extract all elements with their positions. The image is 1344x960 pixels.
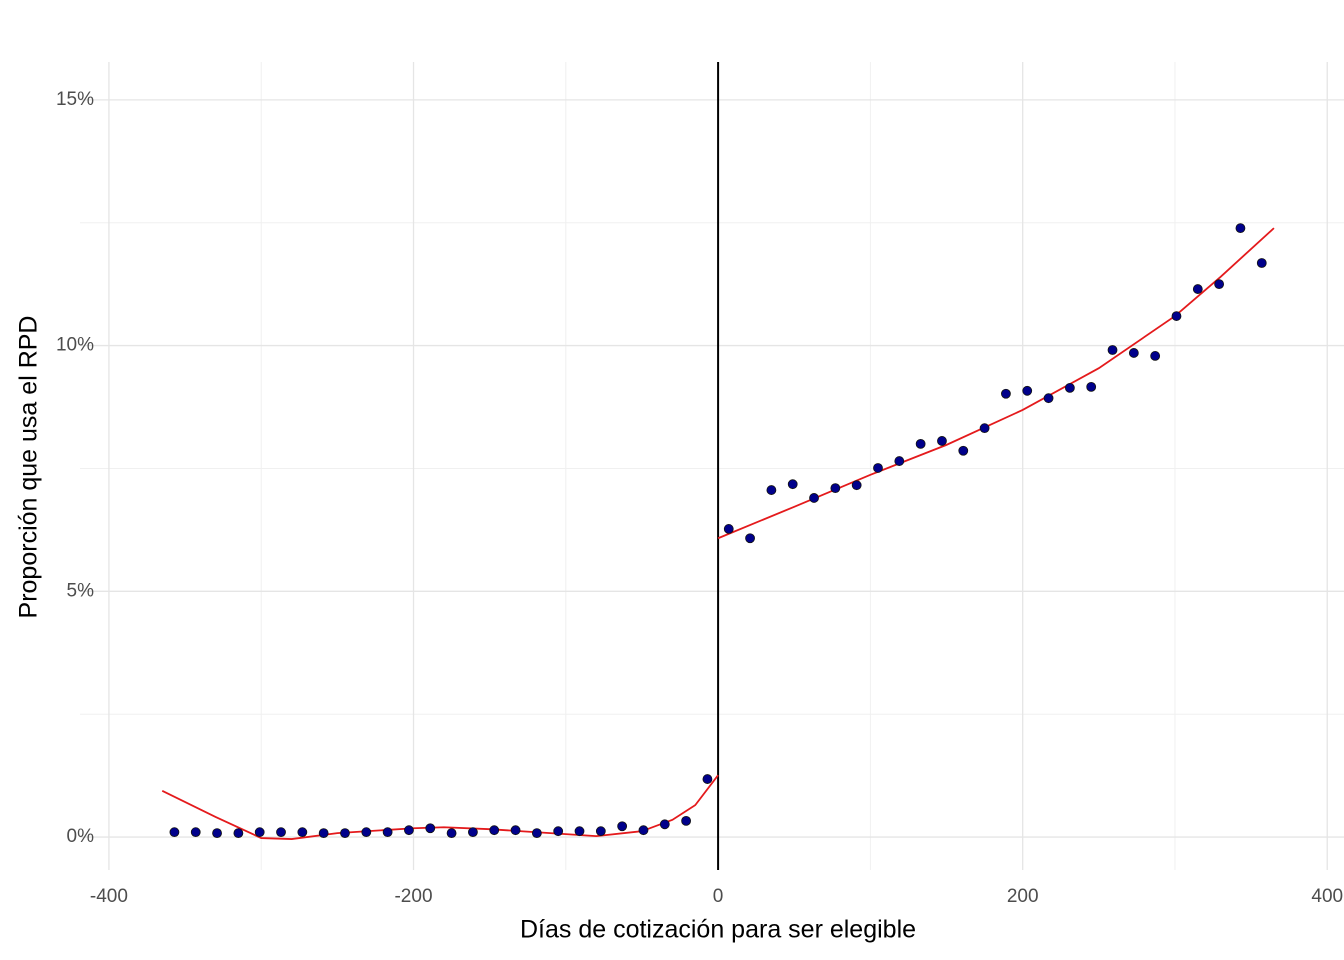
y-tick-label: 10% xyxy=(56,335,94,356)
point xyxy=(873,463,883,473)
point xyxy=(1128,348,1139,358)
point xyxy=(276,827,286,838)
point xyxy=(531,828,542,839)
x-tick-label: 0 xyxy=(713,886,724,907)
point xyxy=(361,827,372,838)
point xyxy=(958,445,969,456)
point xyxy=(617,821,628,832)
point xyxy=(382,827,393,838)
point xyxy=(659,819,670,830)
point xyxy=(766,485,777,495)
point xyxy=(638,825,649,836)
x-tick-label: -200 xyxy=(394,886,432,907)
x-axis-label: Días de cotización para ser elegible xyxy=(520,916,916,944)
point xyxy=(1107,345,1118,355)
y-tick-label: 15% xyxy=(56,89,94,110)
fit-line xyxy=(717,227,1275,540)
point xyxy=(212,828,222,839)
point xyxy=(702,774,713,784)
point xyxy=(937,436,947,446)
point xyxy=(1064,382,1075,393)
point xyxy=(681,815,692,826)
point xyxy=(425,823,436,834)
point xyxy=(1043,393,1054,404)
point xyxy=(1150,351,1161,361)
point xyxy=(595,826,606,837)
point xyxy=(894,456,905,466)
point xyxy=(1256,258,1267,268)
point xyxy=(404,825,414,836)
point xyxy=(723,524,734,534)
point xyxy=(979,423,990,434)
point xyxy=(1192,284,1203,294)
point xyxy=(340,828,350,839)
point xyxy=(446,828,457,839)
point xyxy=(169,827,180,838)
point xyxy=(915,438,926,449)
point xyxy=(745,533,755,544)
fit-line xyxy=(161,774,719,840)
point xyxy=(851,480,862,491)
point xyxy=(1171,311,1182,321)
point xyxy=(1001,388,1011,399)
y-axis-label: Proporción que usa el RPD xyxy=(15,316,43,619)
point xyxy=(1086,381,1097,392)
point xyxy=(233,828,244,839)
point xyxy=(553,826,564,837)
x-tick-label: 400 xyxy=(1311,886,1343,907)
point xyxy=(468,827,478,838)
point xyxy=(190,827,201,838)
point xyxy=(1022,385,1033,396)
point xyxy=(787,479,798,490)
y-tick-label: 5% xyxy=(67,580,95,601)
point xyxy=(510,825,521,836)
point xyxy=(489,825,500,836)
point xyxy=(297,827,308,838)
x-tick-label: -400 xyxy=(90,886,128,907)
point xyxy=(318,828,329,839)
y-tick-label: 0% xyxy=(67,826,95,847)
point xyxy=(1214,279,1225,290)
point xyxy=(574,826,585,837)
point xyxy=(809,493,819,503)
x-tick-label: 200 xyxy=(1007,886,1039,907)
point xyxy=(1235,223,1246,234)
point xyxy=(254,827,265,838)
point xyxy=(830,483,841,494)
